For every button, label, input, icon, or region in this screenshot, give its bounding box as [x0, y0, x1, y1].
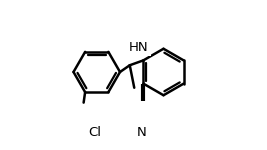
Text: HN: HN	[129, 41, 148, 54]
Text: Cl: Cl	[88, 126, 101, 138]
Text: N: N	[137, 126, 147, 138]
